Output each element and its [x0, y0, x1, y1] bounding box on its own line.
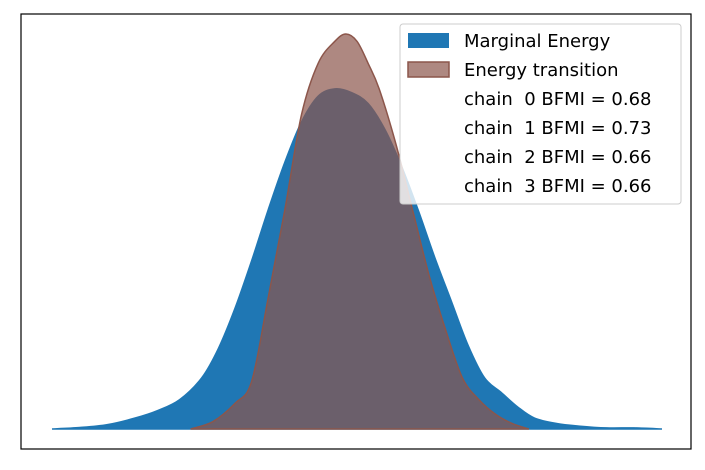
- legend-label-marginal-energy: Marginal Energy: [464, 31, 611, 52]
- legend-label-chain-3-bfmi: chain 3 BFMI = 0.66: [464, 176, 652, 197]
- legend-label-chain-2-bfmi: chain 2 BFMI = 0.66: [464, 147, 652, 168]
- legend: Marginal Energy Energy transition chain …: [400, 24, 681, 204]
- legend-swatch-marginal-energy: [408, 33, 449, 48]
- legend-label-energy-transition: Energy transition: [464, 60, 619, 81]
- legend-swatch-energy-transition: [408, 62, 449, 77]
- legend-label-chain-1-bfmi: chain 1 BFMI = 0.73: [464, 118, 652, 139]
- legend-label-chain-0-bfmi: chain 0 BFMI = 0.68: [464, 89, 652, 110]
